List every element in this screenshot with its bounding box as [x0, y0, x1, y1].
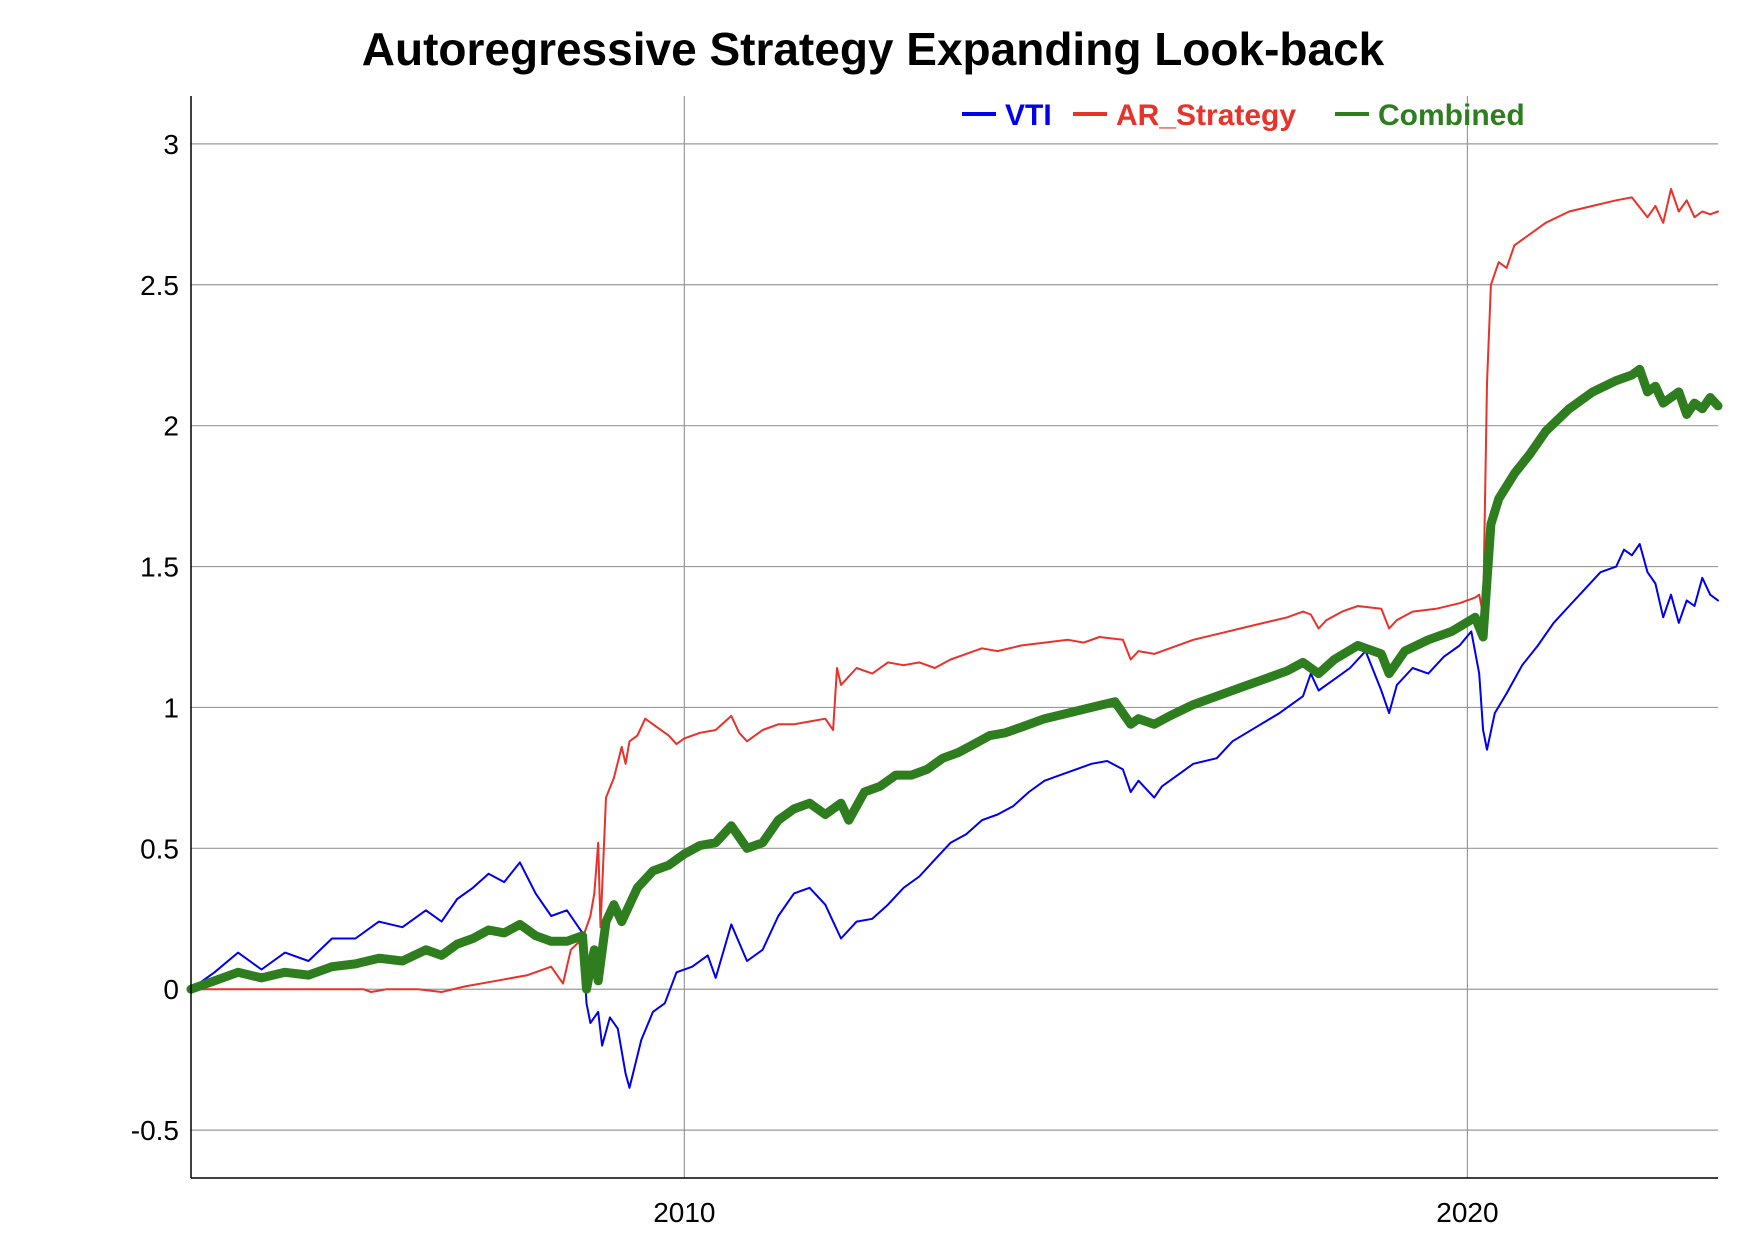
series-layer [186, 188, 1723, 1089]
legend-label-combined: Combined [1378, 99, 1525, 132]
x-tick-label: 2020 [1436, 1197, 1498, 1228]
series-line-combined [186, 364, 1723, 994]
y-tick-label: 0.5 [140, 833, 179, 864]
legend-label-vti: VTI [1005, 99, 1052, 132]
y-tick-label: -0.5 [131, 1115, 179, 1146]
y-tick-label: 3 [163, 129, 179, 160]
legend-label-ar-strategy: AR_Strategy [1116, 99, 1296, 132]
grid-layer [191, 96, 1718, 1178]
y-tick-label: 0 [163, 974, 179, 1005]
y-tick-label: 1 [163, 692, 179, 723]
series-line-ar-strategy [190, 188, 1719, 993]
x-tick-label: 2010 [653, 1197, 715, 1228]
legend: VTI AR_Strategy Combined [962, 99, 1525, 132]
y-tick-label: 2.5 [140, 270, 179, 301]
chart-title: Autoregressive Strategy Expanding Look-b… [361, 23, 1385, 75]
y-tick-label: 2 [163, 411, 179, 442]
axis-layer: -0.5 0 0.5 1 1.5 2 2.5 3 2010 2020 [131, 96, 1718, 1228]
series-line-vti [190, 543, 1719, 1089]
y-tick-label: 1.5 [140, 552, 179, 583]
